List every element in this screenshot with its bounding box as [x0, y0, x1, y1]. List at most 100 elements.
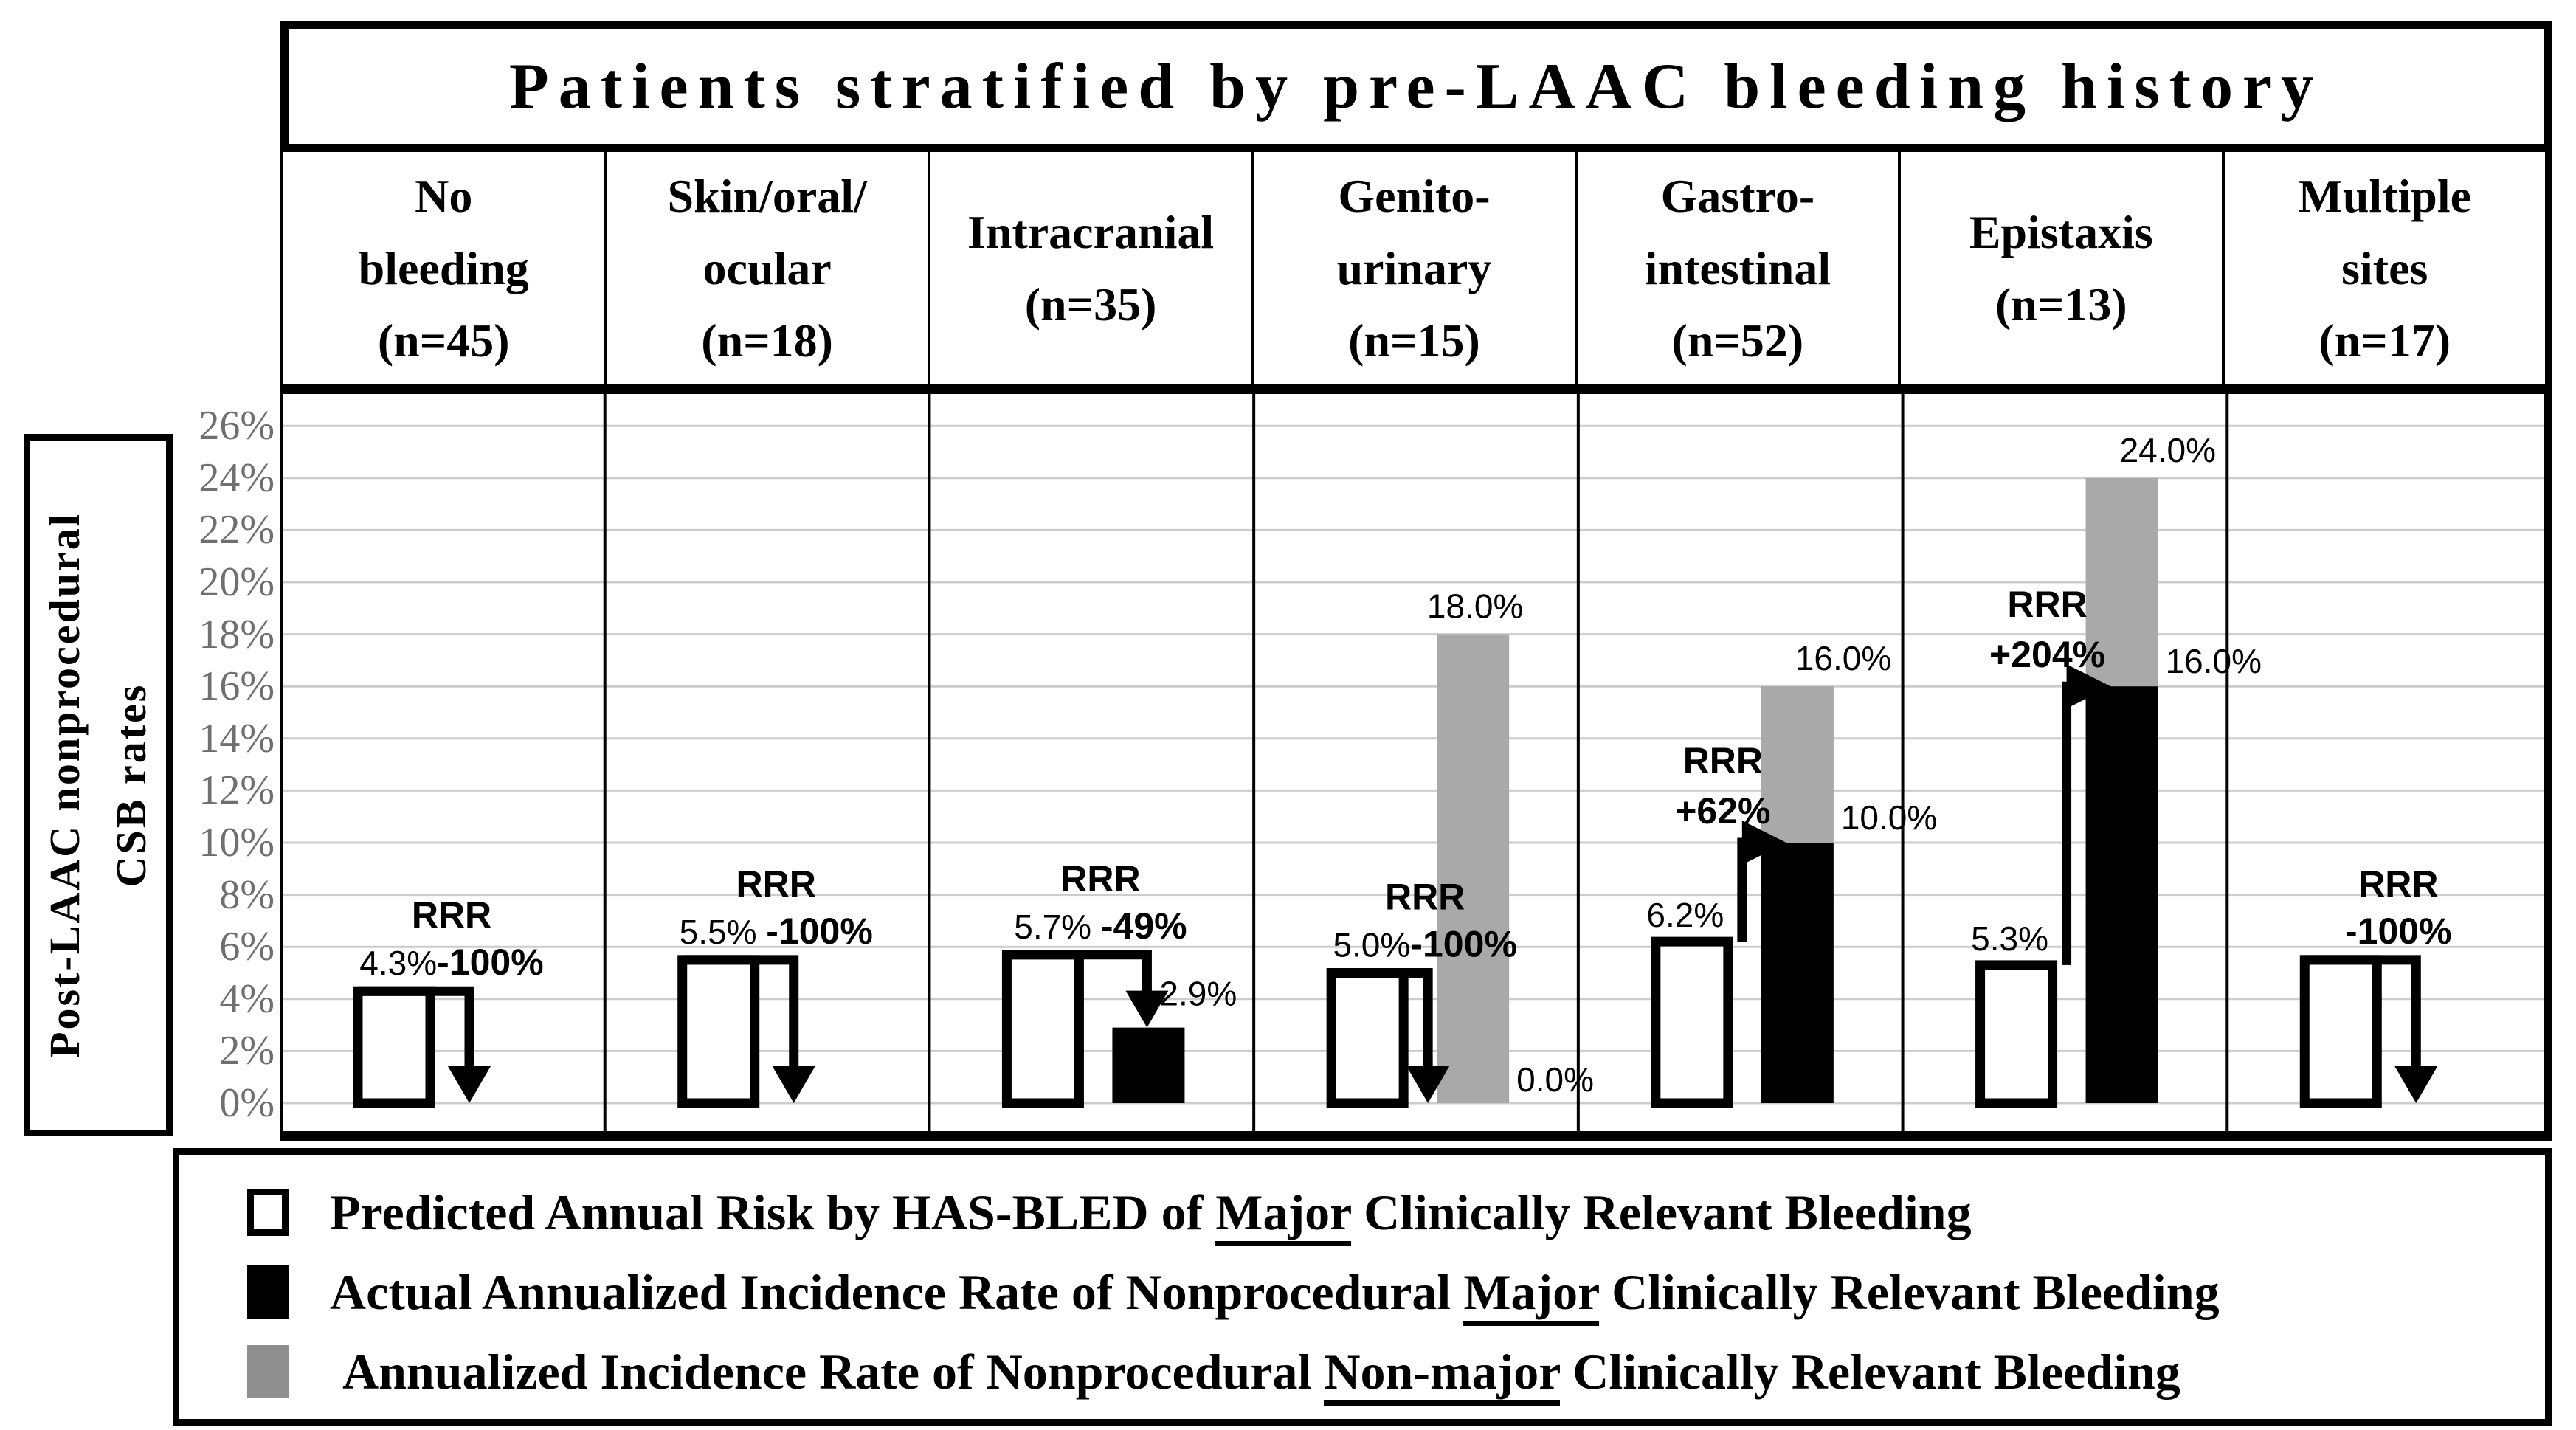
rrr-arrowhead-icon	[772, 1066, 815, 1103]
y-tick-label: 20%	[198, 559, 274, 605]
predicted-bar	[1975, 960, 2058, 1108]
nonmajor-value-label: 18.0%	[1427, 587, 1523, 626]
nonmajor-swatch-icon	[247, 1345, 289, 1398]
rrr-value-label: -100%	[2345, 911, 2452, 952]
rrr-title-label: RRR	[2358, 863, 2438, 905]
y-tick-label: 12%	[198, 767, 274, 814]
legend-text-part: Annualized Incidence Rate of Nonprocedur…	[330, 1343, 1325, 1400]
rrr-value-label: 5.7% -49%	[1014, 905, 1187, 947]
y-tick-label: 0%	[219, 1080, 274, 1126]
y-tick-label: 22%	[198, 507, 274, 553]
rrr-title-label: RRR	[1060, 858, 1140, 899]
y-axis-label: Post-LAAC nonprocedural CSB rates	[41, 512, 155, 1058]
y-tick-label: 24%	[198, 455, 274, 501]
rrr-title-label: RRR	[2007, 584, 2087, 625]
y-tick-label: 18%	[198, 611, 274, 657]
actual-bar	[1112, 1027, 1185, 1103]
plot-bottom-border	[280, 1131, 2552, 1141]
rrr-value-label: +204%	[1989, 634, 2105, 675]
legend-text-underlined: Major	[1463, 1263, 1600, 1326]
actual-value-label: 10.0%	[1841, 798, 1937, 837]
legend-text-underlined: Non-major	[1324, 1343, 1561, 1406]
predicted-bar	[1001, 950, 1084, 1108]
actual-value-label: 16.0%	[2166, 642, 2262, 680]
chart-plot-area: RRR 4.3%-100% RRR 5.5% -100% RRR 5.7% -49% 2.9…	[280, 394, 2552, 1144]
column-header-genitourinary: Genito- urinary (n=15)	[1251, 152, 1574, 384]
column-header-intracranial: Intracranial (n=35)	[927, 152, 1251, 384]
legend-box: Predicted Annual Risk by HAS-BLED of Maj…	[173, 1148, 2552, 1426]
rrr-arrowhead-icon	[1406, 1066, 1450, 1103]
rrr-arrowhead-icon	[2394, 1066, 2438, 1103]
rrr-title-label: RRR	[736, 863, 816, 905]
legend-label-predicted: Predicted Annual Risk by HAS-BLED of Maj…	[330, 1184, 1972, 1246]
column-header-gastrointestinal: Gastro- intestinal (n=52)	[1574, 152, 1898, 384]
legend-text-part: Clinically Relevant Bleeding	[1560, 1343, 2180, 1400]
legend-item-actual: Actual Annualized Incidence Rate of Nonp…	[179, 1252, 2545, 1332]
rrr-value-label: 5.5% -100%	[680, 911, 873, 952]
rrr-arrowhead-icon	[1125, 990, 1169, 1028]
predicted-value-label: 5.3%	[1971, 919, 2048, 958]
rrr-arrow	[1331, 968, 1433, 1069]
legend-text-part: Clinically Relevant Bleeding	[1599, 1263, 2220, 1320]
legend-item-predicted: Predicted Annual Risk by HAS-BLED of Maj…	[179, 1172, 2545, 1252]
predicted-bar	[2299, 955, 2382, 1108]
y-tick-label: 8%	[219, 871, 274, 918]
rrr-arrow	[1006, 950, 1152, 994]
column-header-epistaxis: Epistaxis (n=13)	[1898, 152, 2221, 384]
rrr-title-label: RRR	[1683, 740, 1763, 781]
legend-label-nonmajor: Annualized Incidence Rate of Nonprocedur…	[330, 1343, 2180, 1406]
rrr-value-label: 5.0%-100%	[1333, 924, 1516, 965]
actual-value-label: 0.0%	[1516, 1060, 1594, 1099]
rrr-arrow	[682, 955, 799, 1069]
column-header-no-bleeding: No bleeding (n=45)	[358, 169, 529, 367]
nonmajor-value-label: 16.0%	[1795, 639, 1891, 677]
rrr-arrowhead-icon	[448, 1066, 491, 1103]
plot-left-border	[280, 394, 283, 1131]
y-tick-label: 16%	[198, 663, 274, 710]
nonmajor-bar	[2085, 477, 2158, 687]
legend-item-nonmajor: Annualized Incidence Rate of Nonprocedur…	[179, 1332, 2545, 1412]
legend-text-part: Clinically Relevant Bleeding	[1351, 1184, 1972, 1240]
actual-bar	[1761, 843, 1834, 1103]
predicted-bar	[677, 955, 760, 1108]
y-tick-label: 14%	[198, 715, 274, 761]
predicted-value-label: 6.2%	[1646, 896, 1724, 934]
y-tick-label: 2%	[219, 1028, 274, 1074]
nonmajor-bar	[1437, 634, 1510, 1103]
rrr-arrow	[2304, 955, 2421, 1069]
chart-canvas: RRR 4.3%-100% RRR 5.5% -100% RRR 5.7% -49% 2.9…	[280, 394, 2552, 1141]
y-tick-label: 6%	[219, 924, 274, 970]
y-axis-label-box: Post-LAAC nonprocedural CSB rates	[24, 434, 173, 1136]
rrr-arrow	[2062, 681, 2072, 965]
rrr-arrow	[358, 986, 474, 1069]
rrr-arrowhead-icon	[2066, 664, 2111, 709]
actual-swatch-icon	[247, 1265, 289, 1319]
rrr-title-label: RRR	[412, 894, 491, 936]
predicted-bar	[353, 986, 435, 1108]
category-header-row: No bleeding (n=45) Skin/oral/ ocular (n=…	[280, 152, 2552, 394]
chart-title: Patients stratified by pre-LAAC bleeding…	[508, 50, 2324, 122]
nonmajor-value-label: 24.0%	[2120, 431, 2216, 469]
rrr-value-label: +62%	[1675, 790, 1770, 832]
y-tick-label: 26%	[198, 403, 274, 449]
y-tick-label: 4%	[219, 975, 274, 1022]
legend-label-actual: Actual Annualized Incidence Rate of Nonp…	[330, 1263, 2220, 1326]
predicted-swatch-icon	[247, 1189, 289, 1236]
actual-bar	[2085, 686, 2158, 1103]
y-tick-label: 10%	[198, 820, 274, 866]
actual-value-label: 2.9%	[1159, 975, 1237, 1013]
legend-text-part: Actual Annualized Incidence Rate of Nonp…	[330, 1263, 1464, 1320]
nonmajor-bar	[1761, 686, 1834, 843]
plot-right-border	[2544, 394, 2552, 1141]
legend-text-part: Predicted Annual Risk by HAS-BLED of	[330, 1184, 1216, 1240]
column-header-skin-oral-ocular: Skin/oral/ ocular (n=18)	[604, 152, 927, 384]
rrr-value-label: 4.3%-100%	[359, 942, 543, 983]
rrr-title-label: RRR	[1385, 877, 1465, 918]
predicted-bar	[1651, 936, 1733, 1108]
rrr-arrowhead-icon	[1741, 821, 1786, 865]
column-header-multiple-sites: Multiple sites (n=17)	[2221, 152, 2545, 384]
legend-text-underlined: Major	[1215, 1184, 1352, 1246]
chart-title-box: Patients stratified by pre-LAAC bleeding…	[280, 21, 2552, 152]
predicted-bar	[1326, 968, 1409, 1108]
